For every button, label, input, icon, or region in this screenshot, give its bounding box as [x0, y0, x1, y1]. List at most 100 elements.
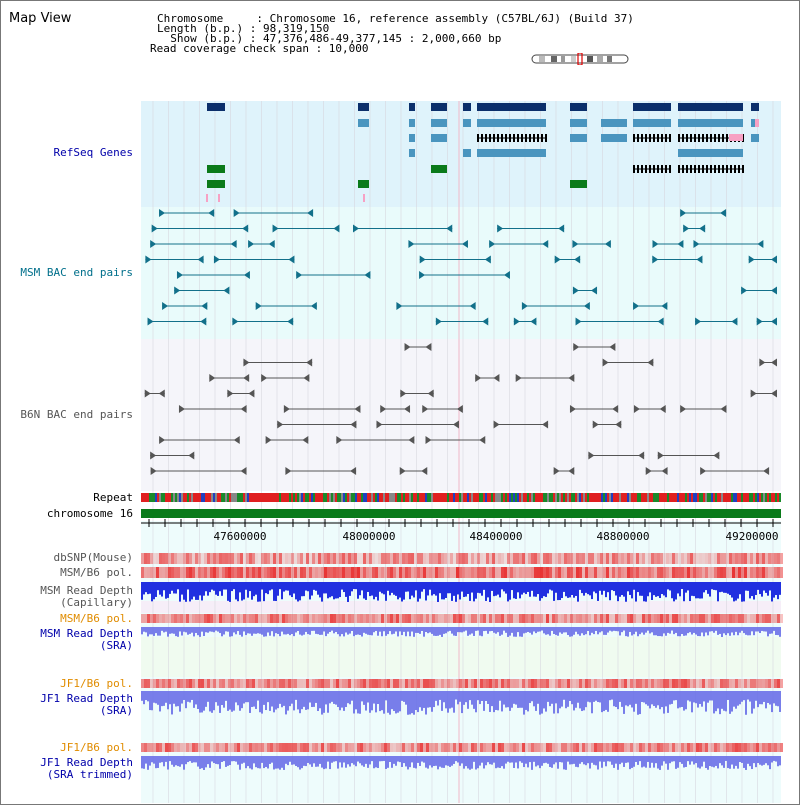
pol-heat-bin: [723, 679, 726, 688]
pol-heat-bin: [237, 614, 240, 623]
bac-end-marker: [296, 271, 303, 279]
pol-heat-bin: [432, 553, 435, 564]
depth-bin: [225, 627, 227, 632]
repeat-bin: [577, 493, 579, 502]
depth-bin: [327, 627, 329, 634]
repeat-bin: [697, 493, 699, 502]
pol-heat-bin: [744, 567, 747, 578]
depth-bin: [201, 627, 203, 632]
depth-bin: [233, 756, 235, 762]
track-label-b6n-bac[interactable]: B6N BAC end pairs: [20, 408, 133, 421]
pol-heat-bin: [414, 679, 417, 688]
depth-bin: [209, 691, 211, 712]
pol-heat-bin: [504, 553, 507, 564]
depth-bin: [761, 582, 763, 597]
repeat-bin: [203, 493, 205, 502]
track-label-msm-b6-pol-1[interactable]: MSM/B6 pol.: [60, 566, 133, 579]
gene-exon: [734, 165, 736, 173]
pol-heat-bin: [513, 743, 516, 752]
repeat-bin: [241, 493, 243, 502]
track-label-jf1-b6-pol-1[interactable]: JF1/B6 pol.: [60, 677, 133, 690]
pol-heat-bin: [507, 743, 510, 752]
track-label-dbsnp[interactable]: dbSNP(Mouse): [53, 551, 133, 564]
depth-bin: [141, 691, 143, 701]
repeat-bin: [595, 493, 597, 502]
pol-heat-bin: [312, 553, 315, 564]
pol-heat-bin: [510, 553, 513, 564]
depth-bin: [743, 691, 745, 701]
depth-bin: [445, 627, 447, 634]
depth-bin: [505, 756, 507, 764]
pol-heat-bin: [768, 743, 771, 752]
repeat-bin: [679, 493, 681, 502]
depth-bin: [355, 756, 357, 767]
track-label-chromosome[interactable]: chromosome 16: [46, 507, 133, 520]
pol-heat-bin: [234, 743, 237, 752]
pol-heat-bin: [390, 567, 393, 578]
pol-heat-bin: [456, 567, 459, 578]
track-label-jf1-depth-trim[interactable]: JF1 Read Depth: [40, 756, 133, 769]
track-label-msm-bac[interactable]: MSM BAC end pairs: [20, 266, 133, 279]
pol-heat-bin: [285, 679, 288, 688]
track-label-repeat[interactable]: Repeat: [93, 491, 133, 504]
pol-heat-bin: [363, 743, 366, 752]
pol-heat-bin: [249, 743, 252, 752]
depth-bin: [379, 627, 381, 632]
bac-end-marker: [408, 436, 415, 444]
pol-heat-bin: [408, 614, 411, 623]
pol-heat-bin: [663, 679, 666, 688]
depth-bin: [455, 627, 457, 636]
depth-bin: [611, 627, 613, 632]
gene-block: [207, 103, 225, 111]
depth-bin: [429, 627, 431, 633]
track-label-jf1-depth-sra[interactable]: JF1 Read Depth: [40, 692, 133, 705]
repeat-bin: [319, 493, 321, 502]
track-label-refseq[interactable]: RefSeq Genes: [53, 146, 133, 159]
pol-heat-bin: [513, 567, 516, 578]
depth-bin: [211, 756, 213, 762]
depth-bin: [467, 756, 469, 769]
depth-bin: [301, 691, 303, 710]
bac-end-marker: [591, 286, 598, 295]
pol-heat-bin: [378, 679, 381, 688]
depth-bin: [569, 627, 571, 637]
track-label-msm-b6-pol-2[interactable]: MSM/B6 pol.: [60, 612, 133, 625]
track-label-jf1-b6-pol-2[interactable]: JF1/B6 pol.: [60, 741, 133, 754]
pol-heat-bin: [144, 553, 147, 564]
depth-bin: [345, 691, 347, 708]
depth-bin: [303, 756, 305, 766]
track-label-msm-depth-cap[interactable]: MSM Read Depth: [40, 584, 133, 597]
gene-block: [358, 103, 369, 111]
pol-heat-bin: [315, 567, 318, 578]
depth-bin: [167, 627, 169, 637]
pol-heat-bin: [396, 553, 399, 564]
pol-heat-bin: [678, 567, 681, 578]
repeat-bin: [371, 493, 373, 502]
repeat-bin: [217, 493, 219, 502]
bac-end-marker: [243, 374, 250, 382]
bac-end-marker: [288, 255, 295, 264]
depth-bin: [595, 691, 597, 701]
chromosome-ideogram[interactable]: [531, 53, 631, 65]
pol-heat-bin: [162, 614, 165, 623]
depth-bin: [719, 627, 721, 634]
depth-bin: [727, 756, 729, 769]
pol-heat-bin: [264, 553, 267, 564]
pol-heat-bin: [462, 614, 465, 623]
track-label-msm-depth-sra[interactable]: MSM Read Depth: [40, 627, 133, 640]
depth-bin: [457, 627, 459, 633]
pol-heat-bin: [519, 614, 522, 623]
pol-heat-bin: [183, 553, 186, 564]
pol-heat-bin: [687, 614, 690, 623]
depth-bin: [589, 627, 591, 636]
depth-bin: [413, 756, 415, 768]
repeat-bin: [475, 493, 477, 502]
depth-bin: [741, 691, 743, 702]
pol-heat-bin: [558, 743, 561, 752]
pol-heat-bin: [273, 614, 276, 623]
pol-heat-bin: [570, 614, 573, 623]
depth-bin: [391, 627, 393, 635]
depth-bin: [555, 627, 557, 635]
depth-bin: [575, 756, 577, 767]
